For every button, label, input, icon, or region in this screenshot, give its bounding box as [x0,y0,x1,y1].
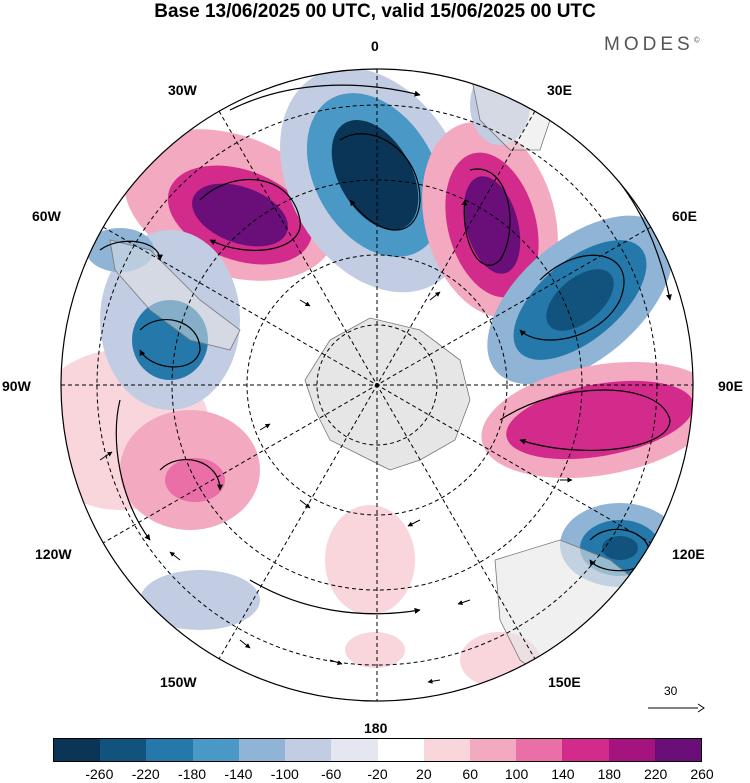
lon-label-60w: 60W [32,208,61,224]
colorbar-tick-label: -20 [367,766,388,782]
colorbar-segment [423,739,470,761]
colorbar-tick-label: 60 [462,766,478,782]
anomaly-field [61,69,693,688]
colorbar-tick-label: 260 [690,766,714,782]
colorbar-segment [238,739,286,761]
colorbar-segment [562,739,609,761]
colorbar [53,738,702,762]
lon-label-30w: 30W [168,82,197,98]
lon-label-60e: 60E [672,208,697,224]
vector-scale-label: 30 [664,684,678,698]
lon-label-150e: 150E [548,674,581,690]
colorbar-tick-label: -60 [321,766,342,782]
streamlines [99,84,672,615]
colorbar-segment [146,739,193,761]
colorbar-segment [654,739,702,761]
colorbar-segment [377,739,424,761]
modes-logo: MODES© [604,34,700,56]
colorbar-segment [608,739,655,761]
lon-label-90w: 90W [2,378,31,394]
colorbar-tick-label: 140 [551,766,575,782]
colorbar-segment [331,739,378,761]
colorbar-tick-label: 20 [416,766,432,782]
lon-label-90e: 90E [718,378,743,394]
colorbar-tick-label: 100 [504,766,529,782]
colorbar-tick-label: -260 [85,766,114,782]
colorbar-segment [516,739,563,761]
map-border [60,68,694,702]
colorbar-segment [285,739,332,761]
colorbar-tick-label: -100 [270,766,299,782]
south-america-landmass [109,239,241,351]
lon-label-120e: 120E [672,546,705,562]
colorbar-segment [54,739,101,761]
lon-label-150w: 150W [160,674,197,690]
colorbar-segment [469,739,517,761]
colorbar-tick-label: 180 [597,766,621,782]
wind-vectors [99,291,573,684]
lon-label-30e: 30E [547,82,572,98]
colorbar-tick-label: -140 [224,766,253,782]
brand-mark: © [693,35,700,45]
colorbar-tick-label: 220 [643,766,668,782]
lon-label-0: 0 [371,38,379,54]
colorbar-segment [100,739,147,761]
vector-scale-arrow [648,703,705,713]
map-title: Base 13/06/2025 00 UTC, valid 15/06/2025… [154,1,596,22]
lon-label-180: 180 [364,720,388,736]
brand-text: MODES [604,34,694,55]
colorbar-tick-label: -180 [178,766,207,782]
lon-label-120w: 120W [35,546,72,562]
colorbar-tick-label: -220 [131,766,160,782]
colorbar-segment [192,739,239,761]
pole-marker [375,383,379,387]
